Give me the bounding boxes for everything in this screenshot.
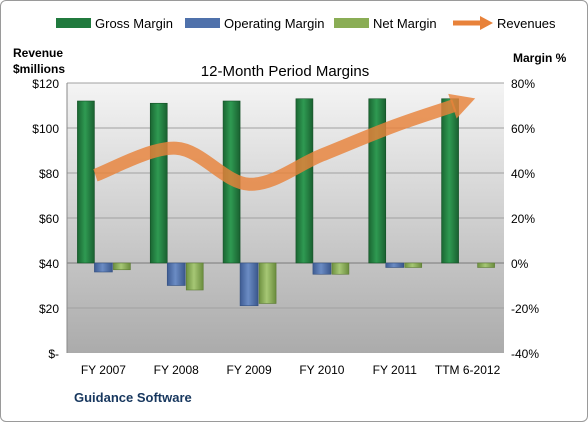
left-tick-label: $80	[39, 167, 59, 181]
net-margin-bar	[258, 262, 277, 304]
company-label: Guidance Software	[74, 390, 192, 405]
net-margin-bar	[113, 262, 131, 271]
legend: Gross Margin Operating Margin Net Margin…	[56, 16, 556, 31]
net-margin-bar	[477, 262, 495, 268]
x-tick-label: FY 2011	[373, 363, 418, 377]
legend-label-gross-margin: Gross Margin	[95, 16, 173, 31]
right-tick-label: 80%	[511, 77, 535, 91]
net-margin-bar	[331, 262, 350, 275]
legend-item-revenues: Revenues	[453, 16, 556, 31]
left-axis-label-line2: $millions	[13, 62, 65, 76]
net-margin-bar	[404, 262, 423, 268]
x-tick-label: FY 2008	[154, 363, 199, 377]
right-axis-label: Margin %	[513, 51, 567, 65]
legend-label-operating-margin: Operating Margin	[224, 16, 324, 31]
chart-title: 12-Month Period Margins	[201, 63, 369, 80]
left-tick-label: $-	[48, 347, 59, 361]
operating-margin-bar	[94, 262, 113, 273]
legend-arrowhead-icon	[480, 16, 493, 30]
legend-swatch-gross-margin	[56, 18, 91, 28]
left-tick-label: $60	[39, 212, 59, 226]
right-tick-label: 20%	[511, 212, 535, 226]
revenues-line	[93, 99, 457, 191]
left-tick-label: $40	[39, 257, 59, 271]
x-tick-label: FY 2010	[299, 363, 344, 377]
revenues-arrowhead	[448, 93, 476, 119]
left-tick-label: $100	[32, 122, 59, 136]
operating-margin-bar	[239, 262, 259, 307]
left-tick-label: $120	[32, 77, 59, 91]
right-tick-label: -20%	[511, 302, 539, 316]
operating-margin-bar	[166, 262, 186, 286]
left-axis-label-line1: Revenue	[13, 46, 63, 60]
gross-margin-bar	[441, 98, 459, 264]
x-tick-label: TTM 6-2012	[435, 363, 501, 377]
left-tick-label: $20	[39, 302, 59, 316]
legend-label-net-margin: Net Margin	[373, 16, 437, 31]
x-tick-label: FY 2009	[227, 363, 272, 377]
legend-swatch-net-margin	[334, 18, 369, 28]
gross-margin-bar	[77, 100, 95, 264]
x-tick-label: FY 2007	[81, 363, 126, 377]
operating-margin-bar	[312, 262, 332, 275]
gross-margin-bar	[295, 98, 314, 264]
right-tick-label: -40%	[511, 347, 539, 361]
legend-item-net-margin: Net Margin	[334, 16, 437, 31]
right-tick-label: 0%	[511, 257, 529, 271]
legend-label-revenues: Revenues	[497, 16, 556, 31]
legend-item-operating-margin: Operating Margin	[185, 16, 324, 31]
right-tick-label: 60%	[511, 122, 535, 136]
net-margin-bar	[185, 262, 204, 291]
legend-swatch-operating-margin	[185, 18, 220, 28]
right-tick-label: 40%	[511, 167, 535, 181]
legend-item-gross-margin: Gross Margin	[56, 16, 173, 31]
gross-margin-bar	[149, 102, 168, 264]
operating-margin-bar	[385, 262, 405, 268]
